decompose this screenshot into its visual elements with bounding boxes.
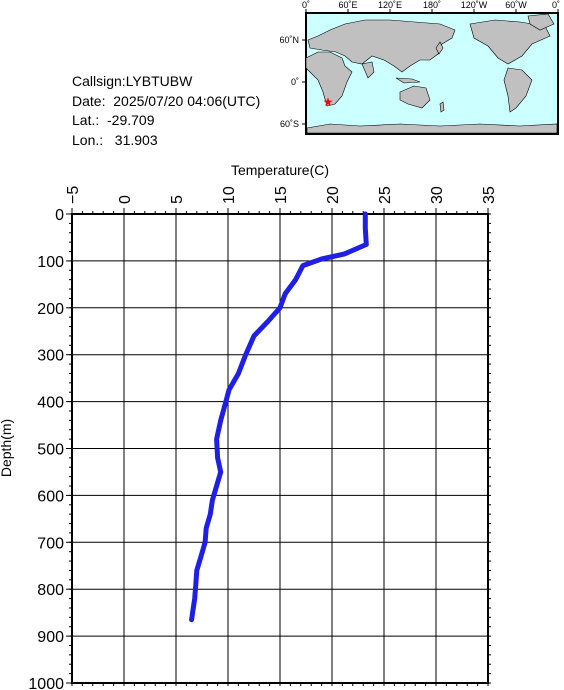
x-tick-label: 20 <box>325 186 342 204</box>
date-label: Date: 2025/07/20 04:06(UTC) <box>72 92 261 109</box>
antarctica-landmass <box>306 123 558 134</box>
plot-frame <box>71 213 489 684</box>
map-lon-label: 120˚E <box>378 0 402 10</box>
y-tick-label: 500 <box>37 442 64 459</box>
longitude-label: Lon.: 31.903 <box>72 131 158 148</box>
x-tick-label: 15 <box>273 186 290 204</box>
map-lon-label: 0˚ <box>552 0 560 10</box>
x-tick-label: 10 <box>221 186 238 204</box>
y-tick-label: 1000 <box>28 676 64 690</box>
y-tick-label: 200 <box>37 301 64 318</box>
africa-landmass <box>305 51 353 107</box>
australia-landmass <box>399 85 431 109</box>
greenland-landmass <box>527 13 555 31</box>
station-info: Callsign:LYBTUBW Date: 2025/07/20 04:06(… <box>72 72 260 150</box>
map-land <box>305 13 558 134</box>
x-axis-label: Temperature(C) <box>231 162 329 178</box>
map-lat-label: 60˚N <box>279 35 299 45</box>
map-lon-label: 0˚ <box>302 0 310 10</box>
map-latitude-labels: 60˚N 0˚ 60˚S <box>279 35 299 129</box>
map-lon-label: 60˚E <box>338 0 357 10</box>
y-tick-label: 600 <box>37 488 64 505</box>
japan-islands <box>435 41 444 55</box>
y-tick-label: 800 <box>37 582 64 599</box>
x-tick-label: 0 <box>117 195 134 204</box>
x-tick-label: −5 <box>65 186 82 204</box>
y-tick-label: 400 <box>37 395 64 412</box>
map-lat-label: 0˚ <box>291 77 299 87</box>
indonesia-islands <box>395 77 421 84</box>
y-tick-label: 0 <box>55 207 64 224</box>
chart-grid <box>66 208 489 684</box>
map-lon-label: 120˚W <box>461 0 488 10</box>
callsign-label: Callsign:LYBTUBW <box>72 73 193 89</box>
y-tick-label: 700 <box>37 535 64 552</box>
new-zealand-islands <box>439 101 445 113</box>
y-tick-labels: 0 100 200 300 400 500 600 700 800 900 1000 <box>28 207 64 690</box>
eurasia-landmass <box>307 19 456 73</box>
y-tick-label: 300 <box>37 348 64 365</box>
world-map: ★ 0˚ 60˚E 120˚E 180˚ 120˚W 60˚W 0˚ 60˚N … <box>279 0 560 135</box>
x-tick-label: 25 <box>377 186 394 204</box>
y-axis-label: Depth(m) <box>0 419 14 477</box>
star-icon: ★ <box>323 95 334 109</box>
map-ticks <box>302 9 559 125</box>
map-longitude-labels: 0˚ 60˚E 120˚E 180˚ 120˚W 60˚W 0˚ <box>302 0 560 10</box>
south-america-landmass <box>503 67 533 113</box>
x-tick-labels: −5 0 5 10 15 20 25 30 35 <box>65 186 498 204</box>
y-tick-label: 100 <box>37 254 64 271</box>
x-tick-label: 35 <box>481 186 498 204</box>
x-tick-label: 5 <box>169 195 186 204</box>
temperature-profile-line <box>189 211 369 623</box>
chart-series <box>189 211 369 623</box>
map-lat-label: 60˚S <box>280 119 299 129</box>
y-tick-label: 900 <box>37 629 64 646</box>
map-lon-label: 180˚ <box>423 0 441 10</box>
north-america-landmass <box>469 19 551 65</box>
x-tick-label: 30 <box>429 186 446 204</box>
latitude-label: Lat.: -29.709 <box>72 112 155 128</box>
map-lon-label: 60˚W <box>505 0 527 10</box>
india-landmass <box>361 61 375 79</box>
